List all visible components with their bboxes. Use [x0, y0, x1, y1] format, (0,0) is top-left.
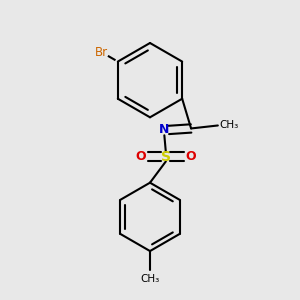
Text: O: O: [135, 150, 146, 163]
Text: S: S: [161, 150, 171, 164]
Text: O: O: [186, 150, 196, 163]
Text: CH₃: CH₃: [219, 121, 238, 130]
Text: CH₃: CH₃: [140, 274, 160, 284]
Text: Br: Br: [95, 46, 108, 59]
Text: N: N: [159, 123, 170, 136]
